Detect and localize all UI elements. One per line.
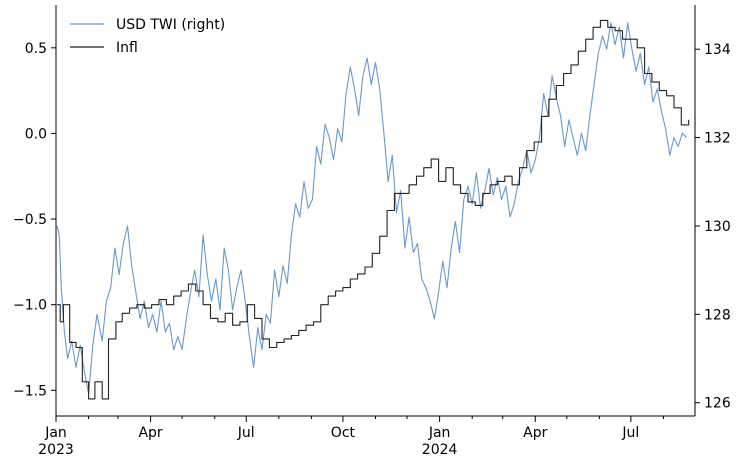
x-tick-label: Jan	[44, 425, 67, 441]
y-right-tick-label: 132	[704, 131, 731, 147]
legend-label-infl: Infl	[116, 40, 138, 56]
y-left-tick-label: −1.0	[13, 298, 47, 314]
x-tick-year-label: 2023	[38, 442, 74, 458]
axes: −1.5−1.0−0.50.00.5126128130132134Jan2023…	[13, 5, 731, 458]
x-tick-label: Jul	[621, 425, 639, 441]
legend-label-usd-twi: USD TWI (right)	[116, 17, 225, 33]
legend: USD TWI (right) Infl	[70, 17, 225, 56]
y-right-tick-label: 130	[704, 219, 731, 235]
y-right-tick-label: 126	[704, 396, 731, 412]
y-left-tick-label: −1.5	[13, 383, 47, 399]
y-left-tick-label: −0.5	[13, 212, 47, 228]
series-line-infl	[57, 19, 690, 400]
x-tick-label: Jul	[237, 425, 255, 441]
x-tick-year-label: 2024	[422, 442, 458, 458]
x-tick-label: Oct	[331, 425, 356, 441]
series-line-usd-twi	[56, 22, 687, 395]
y-right-tick-label: 134	[704, 42, 731, 58]
x-tick-label: Jan	[428, 425, 451, 441]
y-right-tick-label: 128	[704, 307, 731, 323]
y-left-tick-label: 0.0	[25, 126, 47, 142]
x-tick-label: Apr	[523, 425, 547, 441]
x-tick-label: Apr	[138, 425, 162, 441]
y-left-tick-label: 0.5	[25, 41, 47, 57]
series-layer	[56, 19, 690, 400]
